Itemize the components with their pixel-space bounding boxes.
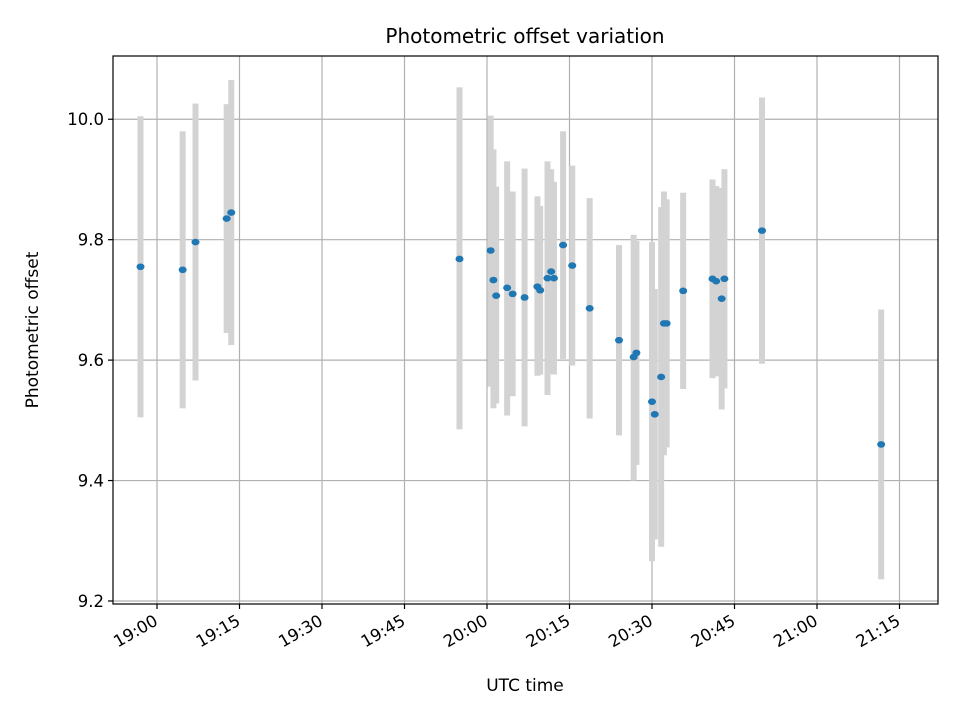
x-tick-label: 19:00: [110, 611, 161, 651]
data-point: [615, 336, 623, 344]
data-point: [650, 411, 659, 418]
data-point: [585, 305, 594, 312]
data-point: [536, 286, 545, 294]
y-tick-label: 9.4: [78, 472, 104, 491]
data-point: [632, 349, 641, 357]
data-point: [657, 373, 666, 381]
data-point: [503, 284, 512, 292]
data-point: [568, 262, 577, 269]
data-point: [178, 266, 187, 274]
x-tick-label: 21:15: [853, 611, 904, 651]
chart-title: Photometric offset variation: [385, 24, 664, 48]
x-tick-label: 19:30: [275, 611, 326, 651]
data-point: [191, 238, 200, 246]
data-point: [662, 320, 671, 327]
x-tick-label: 19:15: [193, 611, 244, 651]
y-tick-label: 10.0: [67, 110, 104, 129]
data-point: [520, 294, 529, 301]
error-bars: [137, 80, 885, 580]
data-point: [489, 276, 498, 284]
data-point: [543, 274, 552, 282]
x-tick-label: 20:15: [523, 611, 574, 651]
data-point: [547, 268, 556, 275]
data-point: [227, 209, 236, 216]
plot-frame: [112, 55, 939, 605]
y-tick-label: 9.8: [78, 231, 104, 250]
data-points: [136, 209, 886, 448]
data-point: [758, 227, 766, 234]
data-point: [492, 292, 501, 299]
data-point: [508, 290, 517, 298]
x-tick-label: 20:00: [440, 611, 491, 651]
y-axis-label: Photometric offset: [23, 251, 43, 408]
x-tick-label: 20:45: [688, 611, 739, 651]
data-point: [720, 275, 729, 283]
x-tick-label: 20:30: [605, 611, 656, 651]
data-point: [455, 255, 464, 263]
data-point: [486, 247, 495, 254]
y-tick-label: 9.6: [78, 351, 104, 370]
x-axis-label: UTC time: [486, 676, 564, 696]
data-point: [648, 398, 656, 405]
data-point: [679, 287, 688, 295]
data-point: [549, 274, 558, 282]
x-tick-label: 21:00: [770, 611, 821, 651]
y-tick-label: 9.2: [78, 592, 104, 611]
x-tick-label: 19:45: [358, 611, 409, 651]
data-point: [877, 441, 886, 448]
data-point: [717, 295, 726, 302]
data-point: [222, 215, 231, 222]
data-point: [559, 241, 568, 249]
data-point: [712, 277, 721, 285]
data-point: [136, 263, 145, 271]
